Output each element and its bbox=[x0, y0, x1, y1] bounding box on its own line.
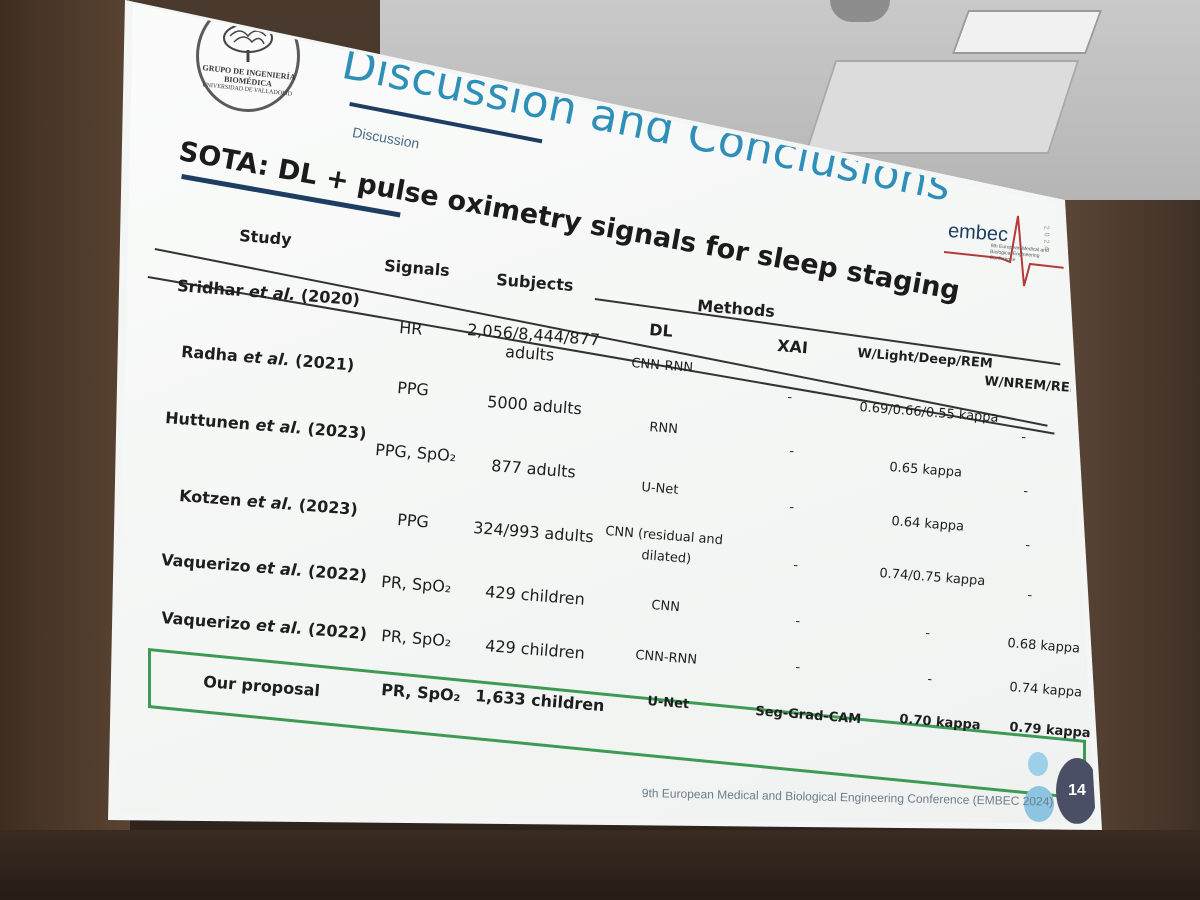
table-row-4-xai: - bbox=[792, 558, 799, 574]
table-row-4-wldr: 0.74/0.75 kappa bbox=[878, 566, 986, 590]
table-row-3-dl: U-Net bbox=[640, 480, 679, 498]
table-row-5-study: Vaquerizo et al. (2022) bbox=[160, 550, 368, 586]
header-w-nrem-rem: W/NREM/REM bbox=[983, 374, 1084, 397]
table-row-1-subjects-2: adults bbox=[504, 342, 556, 365]
conference-logo: embec 9th European Medical and Biologica… bbox=[940, 208, 1070, 298]
table-row-6-wldr: - bbox=[926, 672, 933, 688]
table-row-4-dl-2: dilated) bbox=[640, 548, 692, 567]
table-row-1-wldr: 0.69/0.66/0.55 kappa bbox=[858, 400, 1000, 426]
table-row-2-wldr: 0.65 kappa bbox=[888, 460, 963, 481]
slide-section: Discussion bbox=[351, 124, 421, 152]
header-signals: Signals bbox=[383, 256, 451, 281]
header-w-light-deep-rem: W/Light/Deep/REM bbox=[856, 346, 994, 372]
table-row-1-signals: HR bbox=[398, 318, 424, 339]
table-row-2-subjects: 5000 adults bbox=[486, 392, 583, 419]
table-row-7-dl: U-Net bbox=[646, 694, 690, 713]
ceiling-light bbox=[951, 10, 1103, 54]
decor-circle-small bbox=[1028, 752, 1048, 776]
table-row-5-wnr: 0.68 kappa bbox=[1006, 636, 1081, 657]
table-row-2-wnr: - bbox=[1022, 484, 1029, 500]
university-logo: GRUPO DE INGENIERÍA BIOMÉDICA UNIVERSIDA… bbox=[196, 4, 300, 112]
table-row-4-wnr: - bbox=[1026, 588, 1033, 604]
table-row-5-wldr: - bbox=[924, 626, 931, 642]
table-row-4-subjects: 324/993 adults bbox=[472, 518, 595, 547]
table-row-1-wnr: - bbox=[1020, 430, 1027, 446]
decor-circle-medium bbox=[1024, 786, 1054, 822]
table-row-3-study: Huttunen et al. (2023) bbox=[164, 408, 368, 443]
header-study: Study bbox=[238, 226, 293, 250]
ceiling-panel bbox=[804, 60, 1080, 154]
table-row-1-xai: - bbox=[786, 390, 793, 406]
heartbeat-icon bbox=[943, 215, 1067, 287]
room-wall-left bbox=[0, 0, 130, 900]
table-row-5-subjects: 429 children bbox=[484, 582, 586, 609]
header-xai: XAI bbox=[776, 336, 809, 358]
table-row-6-xai: - bbox=[794, 660, 801, 676]
brain-tree-icon bbox=[223, 23, 273, 62]
table-row-3-wldr: 0.64 kappa bbox=[890, 514, 965, 535]
ceiling-speaker bbox=[830, 0, 890, 22]
logo-caption: GRUPO DE INGENIERÍA BIOMÉDICA UNIVERSIDA… bbox=[198, 63, 298, 100]
table-row-6-study: Vaquerizo et al. (2022) bbox=[160, 608, 368, 644]
table-row-1-dl: CNN-RNN bbox=[630, 356, 694, 376]
table-row-5-signals: PR, SpO₂ bbox=[380, 572, 453, 597]
header-dl: DL bbox=[648, 320, 674, 341]
table-row-3-subjects: 877 adults bbox=[490, 456, 577, 482]
table-row-2-dl: RNN bbox=[648, 420, 679, 438]
table-row-3-signals: PPG, SpO₂ bbox=[374, 440, 457, 466]
table-row-2-study: Radha et al. (2021) bbox=[180, 342, 355, 375]
table-row-2-xai: - bbox=[788, 444, 795, 460]
table-row-4-dl: CNN (residual and bbox=[604, 524, 724, 549]
table-row-6-signals: PR, SpO₂ bbox=[380, 626, 453, 651]
table-row-5-dl: CNN bbox=[650, 598, 681, 616]
table-row-6-dl: CNN-RNN bbox=[634, 648, 698, 668]
table-row-5-xai: - bbox=[794, 614, 801, 630]
table-row-2-signals: PPG bbox=[396, 378, 430, 400]
embec-year: 2024 bbox=[1042, 225, 1050, 254]
table-row-4-signals: PPG bbox=[396, 510, 430, 532]
page-number: 14 bbox=[1056, 758, 1096, 824]
table-row-6-subjects: 429 children bbox=[484, 636, 586, 663]
table-row-1-study: Sridhar et al. (2020) bbox=[176, 276, 361, 310]
header-subjects: Subjects bbox=[495, 270, 575, 296]
room-floor bbox=[0, 830, 1200, 900]
table-row-6-wnr: 0.74 kappa bbox=[1008, 680, 1083, 701]
header-methods: Methods bbox=[696, 296, 776, 322]
table-row-3-wnr: - bbox=[1024, 538, 1031, 554]
table-row-4-study: Kotzen et al. (2023) bbox=[178, 486, 359, 519]
table-row-3-xai: - bbox=[788, 500, 795, 516]
